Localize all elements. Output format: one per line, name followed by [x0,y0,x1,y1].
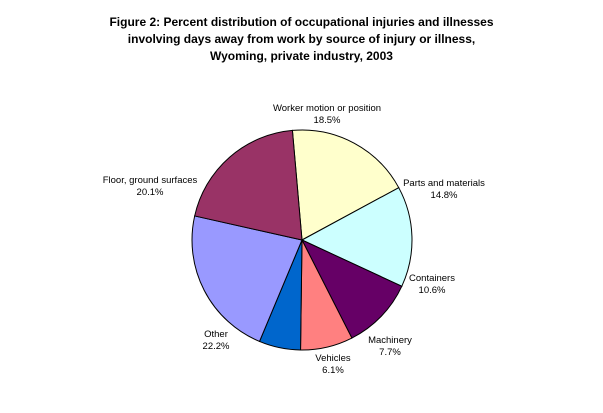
slice-label-vehicles: Vehicles [315,353,351,364]
slice-label-floor-ground-surfaces: Floor, ground surfaces [103,175,198,186]
slice-value-containers: 10.6% [419,285,446,296]
pie-slice-floor-ground-surfaces [194,129,303,241]
slice-value-vehicles: 6.1% [322,365,344,376]
chart-title-line-2: involving days away from work by source … [127,32,476,46]
pie-slice-worker-motion-or-position [291,129,400,241]
slice-label-containers: Containers [409,273,455,284]
slice-value-other: 22.2% [203,341,230,352]
pie-slice-parts-and-materials [300,187,413,287]
slice-value-machinery: 7.7% [379,347,401,358]
slice-value-parts-and-materials: 14.8% [431,190,458,201]
slice-label-other: Other [204,329,228,340]
pie-slice-other [191,215,303,343]
chart-title-line-3: Wyoming, private industry, 2003 [210,49,393,63]
slice-label-parts-and-materials: Parts and materials [403,178,485,189]
slice-value-floor-ground-surfaces: 20.1% [137,187,164,198]
pie-slice-containers [300,238,403,339]
chart-title-line-1: Figure 2: Percent distribution of occupa… [109,15,494,29]
chart-title: Figure 2: Percent distribution of occupa… [0,14,603,65]
slice-label-worker-motion-or-position: Worker motion or position [273,103,381,114]
slice-label-machinery: Machinery [368,335,412,346]
slice-value-worker-motion-or-position: 18.5% [314,115,341,126]
